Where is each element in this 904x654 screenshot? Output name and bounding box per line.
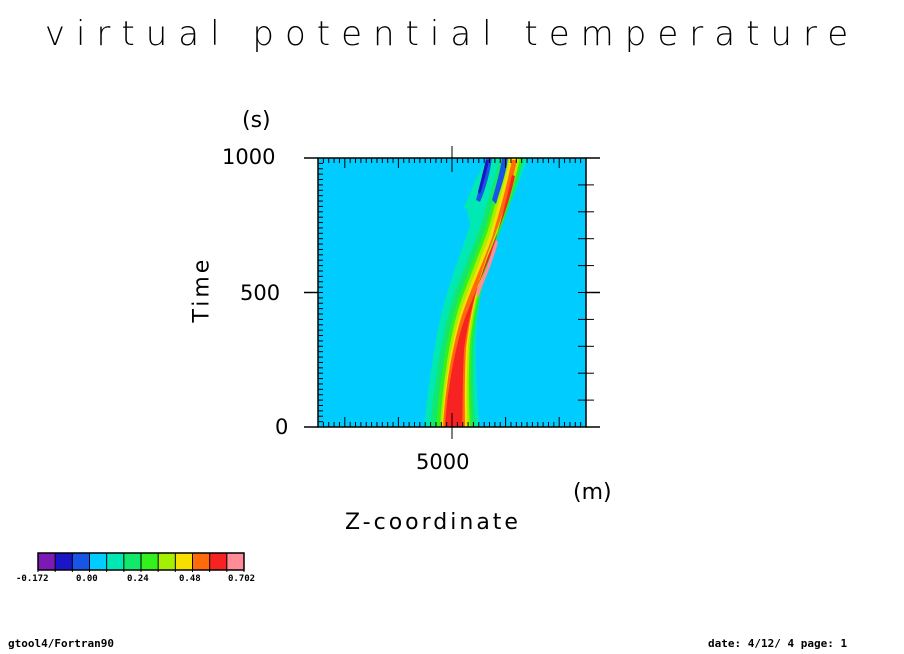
colorbar-swatch xyxy=(55,553,73,570)
chart-title: virtual potential temperature xyxy=(44,14,860,54)
heatmap-contours xyxy=(424,158,528,427)
colorbar-swatch xyxy=(209,553,228,570)
y-tick-label-500: 500 xyxy=(240,281,281,305)
colorbar-swatch xyxy=(192,553,211,570)
colorbar-swatch xyxy=(38,553,56,570)
colorbar-label-3: 0.48 xyxy=(179,574,201,584)
footer-right: date: 4/12/ 4 page: 1 xyxy=(708,637,848,650)
contour-negative-2 xyxy=(478,160,489,194)
footer-left: gtool4/Fortran90 xyxy=(8,637,114,650)
contour-negative-4 xyxy=(463,200,469,210)
x-axis-unit: (m) xyxy=(573,480,612,505)
colorbar xyxy=(37,552,245,572)
y-tick-label-0: 0 xyxy=(275,415,289,439)
colorbar-label-1: 0.00 xyxy=(76,574,98,584)
colorbar-swatch xyxy=(106,553,125,570)
colorbar-label-0: -0.172 xyxy=(16,574,49,584)
x-tick-label-5000: 5000 xyxy=(416,450,470,474)
colorbar-label-2: 0.24 xyxy=(127,574,149,584)
colorbar-swatch xyxy=(72,553,90,570)
y-axis-unit: (s) xyxy=(242,108,271,133)
colorbar-swatch xyxy=(158,553,176,570)
colorbar-swatch xyxy=(89,553,108,570)
axis-ticks xyxy=(304,146,600,439)
colorbar-label-4: 0.702 xyxy=(228,574,256,584)
contour-negative-3 xyxy=(492,158,508,204)
colorbar-swatch xyxy=(141,553,159,570)
colorbar-swatch xyxy=(123,553,142,570)
colorbar-swatch xyxy=(226,553,245,570)
y-tick-label-1000: 1000 xyxy=(222,145,276,169)
contour-band-7 xyxy=(445,175,515,427)
colorbar-swatch xyxy=(175,553,193,570)
contour-peak xyxy=(476,240,498,298)
x-axis-label: Z-coordinate xyxy=(345,510,521,535)
